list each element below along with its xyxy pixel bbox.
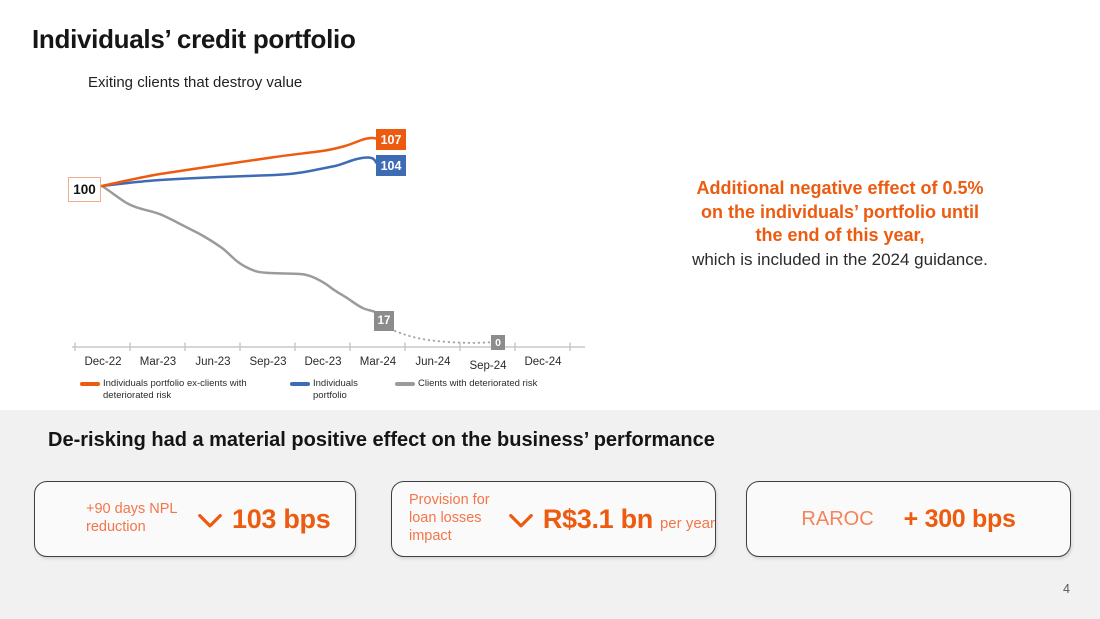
x-axis-ticks bbox=[74, 342, 571, 351]
legend-label: Clients with deteriorated risk bbox=[418, 378, 538, 389]
kpi-label: +90 days NPL reduction bbox=[86, 501, 177, 535]
kpi-card-raroc: RAROC + 300 bps bbox=[746, 481, 1071, 557]
gray-mid-value-label: 17 bbox=[374, 311, 394, 331]
kpi-value-suffix: per year bbox=[659, 514, 715, 532]
blue-end-value-label: 104 bbox=[376, 155, 406, 176]
callout-bold-line: on the individuals’ portfolio until bbox=[701, 201, 979, 222]
legend-label: portfolio bbox=[313, 389, 347, 401]
blue-series-line bbox=[100, 156, 378, 188]
legend-item-ex-clients: Individuals portfolio ex-clients with de… bbox=[80, 378, 270, 401]
kpi-label: RAROC bbox=[801, 507, 874, 530]
page-title: Individuals’ credit portfolio bbox=[32, 24, 356, 54]
orange-end-value-label: 107 bbox=[376, 129, 406, 150]
x-tick-label: Dec-23 bbox=[304, 356, 342, 368]
x-tick-label: Dec-24 bbox=[524, 356, 562, 368]
orange-series-line bbox=[100, 136, 378, 188]
blue-line-swatch-icon bbox=[290, 382, 310, 386]
start-value-label: 100 bbox=[68, 177, 101, 202]
kpi-value: + 300 bps bbox=[903, 504, 1016, 533]
kpi-card-provision-impact: Provision for loan losses impact R$3.1 b… bbox=[391, 481, 716, 557]
x-tick-label: Sep-24 bbox=[469, 360, 507, 372]
gray-series-line bbox=[100, 184, 376, 313]
kpi-card-npl-reduction: +90 days NPL reduction 103 bps bbox=[34, 481, 356, 557]
portfolio-index-line-chart: 100 107 104 17 0 Dec-22 Mar-23 Jun-23 Se… bbox=[60, 110, 600, 410]
x-tick-label: Jun-23 bbox=[195, 356, 231, 368]
kpi-value: 103 bps bbox=[232, 503, 331, 534]
chevron-down-icon bbox=[508, 514, 533, 528]
chevron-down-icon bbox=[198, 514, 222, 528]
x-tick-label: Sep-23 bbox=[249, 356, 287, 368]
legend-label: Individuals portfolio ex-clients with bbox=[103, 378, 247, 389]
x-tick-label: Mar-23 bbox=[139, 356, 177, 368]
legend-item-deteriorated-risk: Clients with deteriorated risk bbox=[395, 378, 595, 390]
gray-end-value-label: 0 bbox=[491, 335, 505, 350]
chart-title: Exiting clients that destroy value bbox=[88, 74, 303, 91]
legend-label: deteriorated risk bbox=[103, 389, 172, 401]
legend-label: Individuals bbox=[313, 378, 358, 389]
callout-text-block: Additional negative effect of 0.5% on th… bbox=[645, 177, 1035, 271]
panel-heading: De-risking had a material positive effec… bbox=[48, 429, 715, 451]
bottom-panel: De-risking had a material positive effec… bbox=[0, 410, 1100, 619]
legend-item-individuals-portfolio: Individuals portfolio bbox=[290, 378, 400, 401]
kpi-label: Provision for loan losses impact bbox=[409, 492, 490, 544]
callout-bold-line: the end of this year, bbox=[755, 225, 925, 245]
x-tick-label: Dec-22 bbox=[84, 356, 122, 368]
orange-line-swatch-icon bbox=[80, 382, 100, 386]
chart-legend: Individuals portfolio ex-clients with de… bbox=[60, 378, 600, 410]
gray-line-swatch-icon bbox=[395, 382, 415, 386]
kpi-value: R$3.1 bn bbox=[542, 503, 653, 534]
callout-normal-line: which is included in the 2024 guidance. bbox=[692, 249, 988, 269]
x-tick-label: Jun-24 bbox=[415, 356, 451, 368]
x-tick-label: Mar-24 bbox=[359, 356, 397, 368]
callout-bold-line: Additional negative effect of 0.5% bbox=[696, 178, 984, 198]
gray-series-dotted-projection bbox=[394, 330, 491, 344]
page-number: 4 bbox=[1063, 582, 1070, 596]
